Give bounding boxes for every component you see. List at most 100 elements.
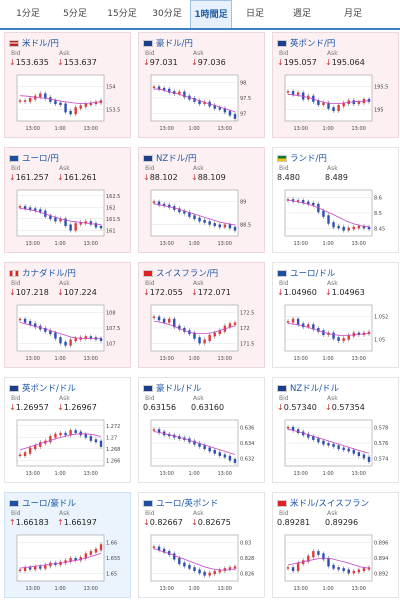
candle — [39, 566, 42, 569]
candle — [162, 203, 166, 207]
pair-title[interactable]: ランド/円 — [277, 152, 327, 164]
y-tick-label: 0.826 — [240, 571, 254, 577]
bid-label: Bid — [145, 510, 155, 517]
candle — [178, 325, 181, 330]
y-tick-label: 154 — [106, 85, 116, 91]
candle — [301, 200, 305, 203]
rate-card[interactable]: ユーロ/ドル Bid Ask ↓1.04960 ↓1.04963 1.052 1.05 13:… — [272, 262, 399, 368]
pair-title[interactable]: 豪ドル/ドル — [143, 382, 201, 394]
y-tick-label: 1.65 — [106, 571, 117, 577]
rate-card[interactable]: 英ポンド/ドル Bid Ask ↓1.26957 ↓1.26967 1.272 1.27 1.… — [4, 377, 131, 483]
arrow-down-icon: ↓ — [143, 58, 150, 67]
candle — [198, 217, 201, 222]
candle — [296, 92, 300, 95]
pair-title[interactable]: ユーロ/豪ドル — [9, 497, 76, 509]
candle — [332, 564, 335, 569]
pair-title[interactable]: ユーロ/ドル — [277, 267, 335, 279]
pair-title[interactable]: ユーロ/英ポンド — [143, 497, 218, 509]
pair-title[interactable]: 豪ドル/円 — [143, 37, 193, 49]
rate-card[interactable]: NZドル/円 Bid Ask ↓88.102 ↓88.109 89 88.5 13:00 1:0… — [138, 147, 265, 253]
tab-4[interactable]: 1時間足 — [190, 0, 232, 28]
candle — [99, 338, 103, 341]
candle — [152, 546, 156, 548]
ask-price: ↓161.261 — [57, 173, 97, 182]
candle — [312, 324, 315, 330]
tab-6[interactable]: 週足 — [292, 9, 311, 19]
y-tick-label: 108 — [106, 311, 116, 317]
candle — [49, 330, 52, 335]
candle — [188, 564, 191, 569]
candle — [327, 558, 330, 567]
candle — [162, 548, 166, 553]
y-tick-label: 172 — [240, 326, 250, 332]
pair-title[interactable]: NZドル/円 — [143, 152, 197, 164]
rate-card[interactable]: カナダドル/円 Bid Ask ↓107.218 ↓107.224 108 107.5 107… — [4, 262, 131, 368]
rate-card[interactable]: 豪ドル/円 Bid Ask ↓97.031 ↓97.036 98 97.5 97 13:00 1:… — [138, 32, 265, 138]
pair-title[interactable]: NZドル/ドル — [277, 382, 339, 394]
rate-card[interactable]: ユーロ/英ポンド Bid Ask ↓0.82667 ↓0.82675 0.83 0.828 0… — [138, 492, 265, 598]
x-tick-label: 1:00 — [189, 241, 200, 247]
x-tick-label: 13:00 — [84, 471, 98, 477]
pair-title[interactable]: カナダドル/円 — [9, 267, 76, 279]
candle — [233, 459, 237, 463]
tab-1[interactable]: 5分足 — [63, 9, 87, 19]
eu-flag-icon — [9, 500, 19, 507]
rate-card[interactable]: ランド/円 Bid Ask 8.480 8.489 8.6 8.5 8.45 13:00 1:00… — [272, 147, 399, 253]
arrow-down-icon: ↓ — [191, 173, 198, 182]
rate-card[interactable]: スイスフラン/円 Bid Ask ↓172.055 ↓172.071 172.5 172 17… — [138, 262, 265, 368]
candle — [183, 91, 186, 98]
y-tick-label: 107 — [106, 341, 116, 347]
pair-title[interactable]: 英ポンド/円 — [277, 37, 335, 49]
pair-title[interactable]: 米ドル/円 — [9, 37, 59, 49]
pair-title[interactable]: ユーロ/円 — [9, 152, 59, 164]
candle — [54, 217, 57, 222]
candle — [188, 212, 191, 217]
bid-label: Bid — [11, 50, 21, 57]
pair-title[interactable]: スイスフラン/円 — [143, 267, 218, 279]
pair-name: スイスフラン/円 — [156, 269, 219, 279]
pair-title[interactable]: 米ドル/スイスフラン — [277, 497, 369, 509]
rate-card[interactable]: 米ドル/スイスフラン Bid Ask 0.89281 0.89296 0.896 0.894… — [272, 492, 399, 598]
rate-card[interactable]: 英ポンド/円 Bid Ask ↓195.057 ↓195.064 195.5 195 13:0… — [272, 32, 399, 138]
tab-7[interactable]: 月足 — [343, 9, 362, 19]
pair-name: NZドル/円 — [156, 154, 197, 164]
candle — [18, 454, 22, 456]
candle — [18, 206, 22, 208]
x-tick-label: 13:00 — [352, 586, 366, 592]
candle — [307, 433, 310, 438]
pair-title[interactable]: 英ポンド/ドル — [9, 382, 76, 394]
au-flag-icon — [143, 40, 153, 47]
candle — [94, 223, 98, 228]
tab-0[interactable]: 1分足 — [16, 9, 40, 19]
rate-card[interactable]: ユーロ/豪ドル Bid Ask ↑1.66183 ↑1.66197 1.66 1.655 1.… — [4, 492, 131, 598]
arrow-down-icon: ↓ — [277, 58, 284, 67]
candle — [198, 569, 201, 574]
y-tick-label: 1.268 — [106, 447, 120, 453]
y-tick-label: 1.266 — [106, 458, 120, 464]
x-tick-label: 13:00 — [26, 586, 40, 592]
y-tick-label: 107.5 — [106, 326, 120, 332]
us-flag-icon — [9, 40, 19, 47]
rate-card[interactable]: NZドル/ドル Bid Ask ↓0.57340 ↓0.57354 0.578 0.576 0… — [272, 377, 399, 483]
rate-card[interactable]: 米ドル/円 Bid Ask ↓153.635 ↓153.637 154 153.5 13:00… — [4, 32, 131, 138]
candle — [233, 322, 237, 325]
candle — [301, 323, 305, 328]
candle — [84, 553, 88, 559]
ask-label: Ask — [193, 165, 204, 172]
candle — [337, 104, 340, 111]
candle — [23, 206, 27, 209]
rate-card[interactable]: ユーロ/円 Bid Ask ↓161.257 ↓161.261 162.5 162 161.5… — [4, 147, 131, 253]
moving-average-line — [19, 322, 102, 339]
tab-5[interactable]: 日足 — [245, 9, 264, 19]
ask-price: ↓172.071 — [191, 288, 231, 297]
rate-card[interactable]: 豪ドル/ドル Bid Ask 0.63156 0.63160 0.636 0.634 0.63… — [138, 377, 265, 483]
candle — [183, 328, 186, 332]
y-tick-label: 8.6 — [374, 196, 382, 202]
candle — [352, 570, 356, 574]
candle — [357, 332, 361, 336]
moving-average-line — [287, 428, 370, 454]
y-tick-label: 1.052 — [374, 315, 388, 321]
candle — [193, 332, 196, 339]
tab-3[interactable]: 30分足 — [152, 9, 182, 19]
tab-2[interactable]: 15分足 — [107, 9, 137, 19]
